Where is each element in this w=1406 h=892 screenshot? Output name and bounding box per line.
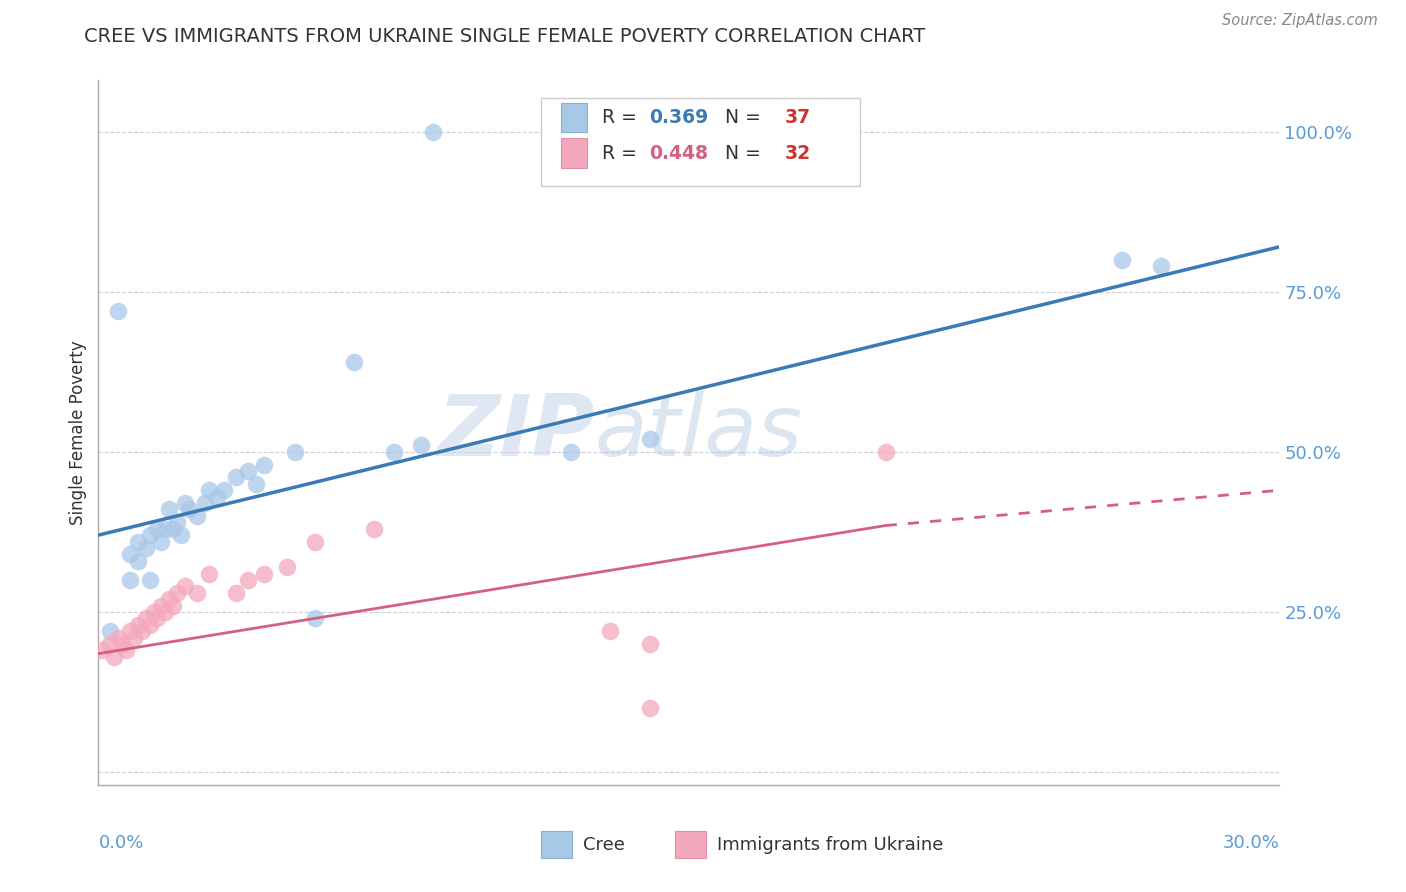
Bar (561, 103, 588, 132)
Point (638, 701, 661, 715)
Point (127, 534, 149, 549)
Point (166, 586, 188, 600)
Text: 0.369: 0.369 (648, 108, 709, 127)
Point (98, 637, 121, 651)
Point (214, 483, 236, 498)
Point (174, 579, 197, 593)
Point (186, 508, 208, 523)
Text: Cree: Cree (583, 836, 626, 854)
Point (135, 541, 157, 555)
Point (174, 496, 197, 510)
Point (638, 432, 661, 446)
Point (875, 445, 897, 459)
Point (205, 490, 228, 504)
Point (155, 522, 177, 536)
Y-axis label: Single Female Poverty: Single Female Poverty (69, 341, 87, 524)
Text: N =: N = (713, 144, 766, 162)
Point (155, 605, 177, 619)
Text: Immigrants from Ukraine: Immigrants from Ukraine (717, 836, 943, 854)
Point (162, 599, 184, 613)
Point (146, 611, 169, 625)
Point (150, 599, 173, 613)
Point (197, 483, 219, 498)
Point (304, 534, 326, 549)
Point (118, 624, 141, 639)
Point (157, 592, 180, 607)
Point (363, 522, 385, 536)
Point (142, 605, 165, 619)
Text: Source: ZipAtlas.com: Source: ZipAtlas.com (1222, 13, 1378, 29)
Point (1150, 259, 1173, 273)
Point (162, 522, 184, 536)
Point (304, 611, 326, 625)
Point (103, 649, 125, 664)
Point (253, 566, 276, 581)
Point (138, 617, 160, 632)
Text: atlas: atlas (595, 391, 803, 475)
Point (343, 355, 366, 369)
Text: 30.0%: 30.0% (1223, 834, 1279, 852)
Bar (561, 138, 588, 168)
Point (91, 643, 114, 657)
Point (127, 617, 149, 632)
Point (146, 522, 169, 536)
Point (115, 643, 138, 657)
Point (135, 611, 157, 625)
Point (122, 631, 145, 645)
Point (107, 304, 129, 318)
Text: 0.448: 0.448 (648, 144, 707, 162)
Point (107, 631, 129, 645)
Point (560, 445, 582, 459)
Point (236, 573, 259, 587)
Point (138, 528, 160, 542)
Point (225, 470, 247, 484)
Point (638, 637, 661, 651)
Point (118, 573, 141, 587)
Point (170, 528, 193, 542)
Text: R =: R = (602, 108, 643, 127)
Point (236, 464, 259, 478)
Point (194, 496, 217, 510)
Point (411, 438, 433, 452)
Point (127, 554, 149, 568)
Point (111, 637, 134, 651)
Point (98, 624, 121, 639)
FancyBboxPatch shape (541, 98, 860, 186)
Text: N =: N = (713, 108, 766, 127)
Point (186, 586, 208, 600)
Point (382, 445, 405, 459)
Text: ZIP: ZIP (437, 391, 595, 475)
Point (118, 547, 141, 561)
Point (225, 586, 247, 600)
Point (157, 502, 180, 516)
Point (276, 560, 298, 574)
Point (253, 458, 276, 472)
Text: 0.0%: 0.0% (98, 834, 143, 852)
Point (150, 534, 173, 549)
Text: 37: 37 (785, 108, 811, 127)
Point (166, 516, 188, 530)
Point (177, 502, 200, 516)
Point (131, 624, 153, 639)
Point (422, 124, 444, 138)
Point (284, 445, 307, 459)
Point (1111, 252, 1133, 267)
Text: 32: 32 (785, 144, 811, 162)
Point (138, 573, 160, 587)
Text: CREE VS IMMIGRANTS FROM UKRAINE SINGLE FEMALE POVERTY CORRELATION CHART: CREE VS IMMIGRANTS FROM UKRAINE SINGLE F… (84, 27, 925, 45)
Point (197, 566, 219, 581)
Point (599, 624, 621, 639)
Text: R =: R = (602, 144, 643, 162)
Point (245, 476, 267, 491)
